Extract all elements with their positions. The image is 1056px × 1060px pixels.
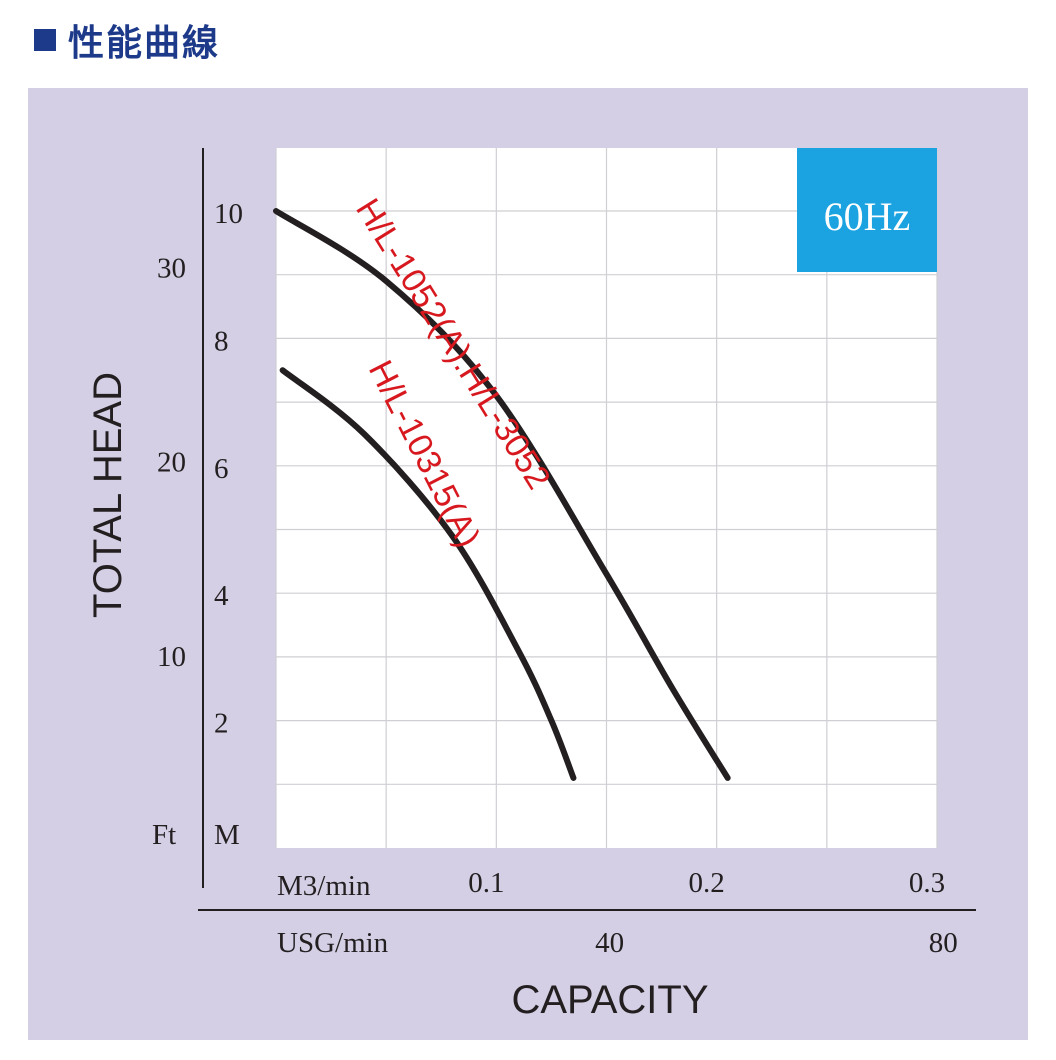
y-unit-secondary: Ft xyxy=(152,819,176,851)
performance-curve-1 xyxy=(273,208,731,781)
x-unit-secondary: USG/min xyxy=(277,927,389,959)
performance-curve-2 xyxy=(279,367,577,781)
y-tick-label-m: 10 xyxy=(214,198,243,230)
y-tick-label-m: 4 xyxy=(214,580,229,612)
page-header: 性能曲線 xyxy=(34,14,220,66)
y-tick-label-m: 8 xyxy=(214,325,229,357)
x-tick-label-m3: 0.1 xyxy=(468,867,504,899)
x-tick-label-usg: 80 xyxy=(929,927,958,959)
square-bullet-icon xyxy=(34,29,56,51)
y-tick-label-m: 6 xyxy=(214,453,229,485)
y-tick-label-m: 2 xyxy=(214,708,229,740)
y-unit-primary: M xyxy=(214,819,240,851)
y-tick-label-ft: 30 xyxy=(157,253,186,285)
frequency-badge xyxy=(797,148,937,272)
x-axis-title: CAPACITY xyxy=(511,978,708,1022)
x-tick-label-m3: 0.2 xyxy=(689,867,725,899)
x-tick-label-m3: 0.3 xyxy=(909,867,945,899)
x-tick-label-usg: 40 xyxy=(595,927,624,959)
page-title: 性能曲線 xyxy=(68,23,221,64)
y-axis-title: TOTAL HEAD xyxy=(86,372,130,618)
grid-lines xyxy=(275,148,938,848)
y-tick-label-ft: 10 xyxy=(157,641,186,673)
y-tick-label-ft: 20 xyxy=(157,447,186,479)
x-unit-primary: M3/min xyxy=(277,870,371,902)
frequency-badge-label: 60Hz xyxy=(824,194,911,239)
